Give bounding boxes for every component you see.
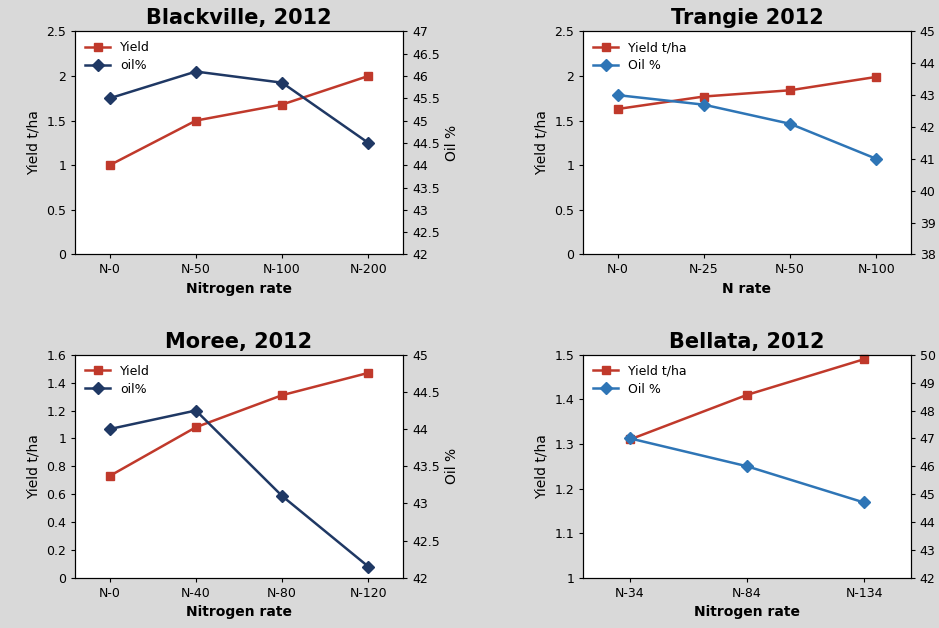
Title: Blackville, 2012: Blackville, 2012	[146, 8, 331, 28]
Oil %	[858, 499, 870, 506]
Y-axis label: Yield t/ha: Yield t/ha	[534, 434, 548, 499]
Line: Yield: Yield	[105, 369, 373, 480]
Yield	[104, 472, 115, 480]
Yield	[104, 161, 115, 169]
Yield t/ha	[858, 355, 870, 363]
Legend: Yield, oil%: Yield, oil%	[82, 38, 154, 76]
Yield	[362, 369, 374, 377]
Oil %	[624, 435, 636, 442]
oil%	[276, 492, 287, 500]
Oil %	[699, 101, 710, 109]
oil%	[362, 563, 374, 570]
Y-axis label: Yield t/ha: Yield t/ha	[26, 434, 40, 499]
Yield t/ha	[624, 436, 636, 443]
Y-axis label: Oil %: Oil %	[445, 125, 459, 161]
oil%	[191, 407, 202, 414]
Yield	[362, 72, 374, 80]
Legend: Yield t/ha, Oil %: Yield t/ha, Oil %	[590, 361, 690, 399]
Yield t/ha	[699, 93, 710, 100]
Line: Yield t/ha: Yield t/ha	[613, 73, 881, 113]
X-axis label: Nitrogen rate: Nitrogen rate	[186, 282, 292, 296]
Y-axis label: Yield t/ha: Yield t/ha	[534, 111, 548, 175]
Legend: Yield, oil%: Yield, oil%	[82, 361, 154, 399]
Oil %	[784, 120, 795, 127]
Yield t/ha	[784, 87, 795, 94]
Line: Oil %: Oil %	[613, 91, 881, 163]
X-axis label: Nitrogen rate: Nitrogen rate	[694, 605, 800, 619]
oil%	[104, 425, 115, 433]
Yield	[276, 100, 287, 108]
Yield	[276, 391, 287, 399]
Line: oil%: oil%	[105, 67, 373, 147]
Y-axis label: Oil %: Oil %	[445, 448, 459, 484]
Line: Yield t/ha: Yield t/ha	[625, 355, 869, 443]
Oil %	[870, 155, 882, 163]
Y-axis label: Yield t/ha: Yield t/ha	[26, 111, 40, 175]
Yield t/ha	[870, 73, 882, 80]
X-axis label: N rate: N rate	[722, 282, 772, 296]
Line: oil%: oil%	[105, 406, 373, 571]
Oil %	[741, 462, 752, 470]
Yield t/ha	[741, 391, 752, 399]
Title: Bellata, 2012: Bellata, 2012	[670, 332, 824, 352]
oil%	[104, 95, 115, 102]
Line: Yield: Yield	[105, 72, 373, 170]
Title: Moree, 2012: Moree, 2012	[165, 332, 313, 352]
Yield t/ha	[612, 106, 623, 113]
oil%	[362, 139, 374, 147]
Line: Oil %: Oil %	[625, 434, 869, 507]
Legend: Yield t/ha, Oil %: Yield t/ha, Oil %	[590, 38, 690, 76]
Title: Trangie 2012: Trangie 2012	[670, 8, 824, 28]
oil%	[276, 79, 287, 87]
Yield	[191, 423, 202, 431]
Yield	[191, 117, 202, 124]
oil%	[191, 68, 202, 75]
Oil %	[612, 91, 623, 99]
X-axis label: Nitrogen rate: Nitrogen rate	[186, 605, 292, 619]
